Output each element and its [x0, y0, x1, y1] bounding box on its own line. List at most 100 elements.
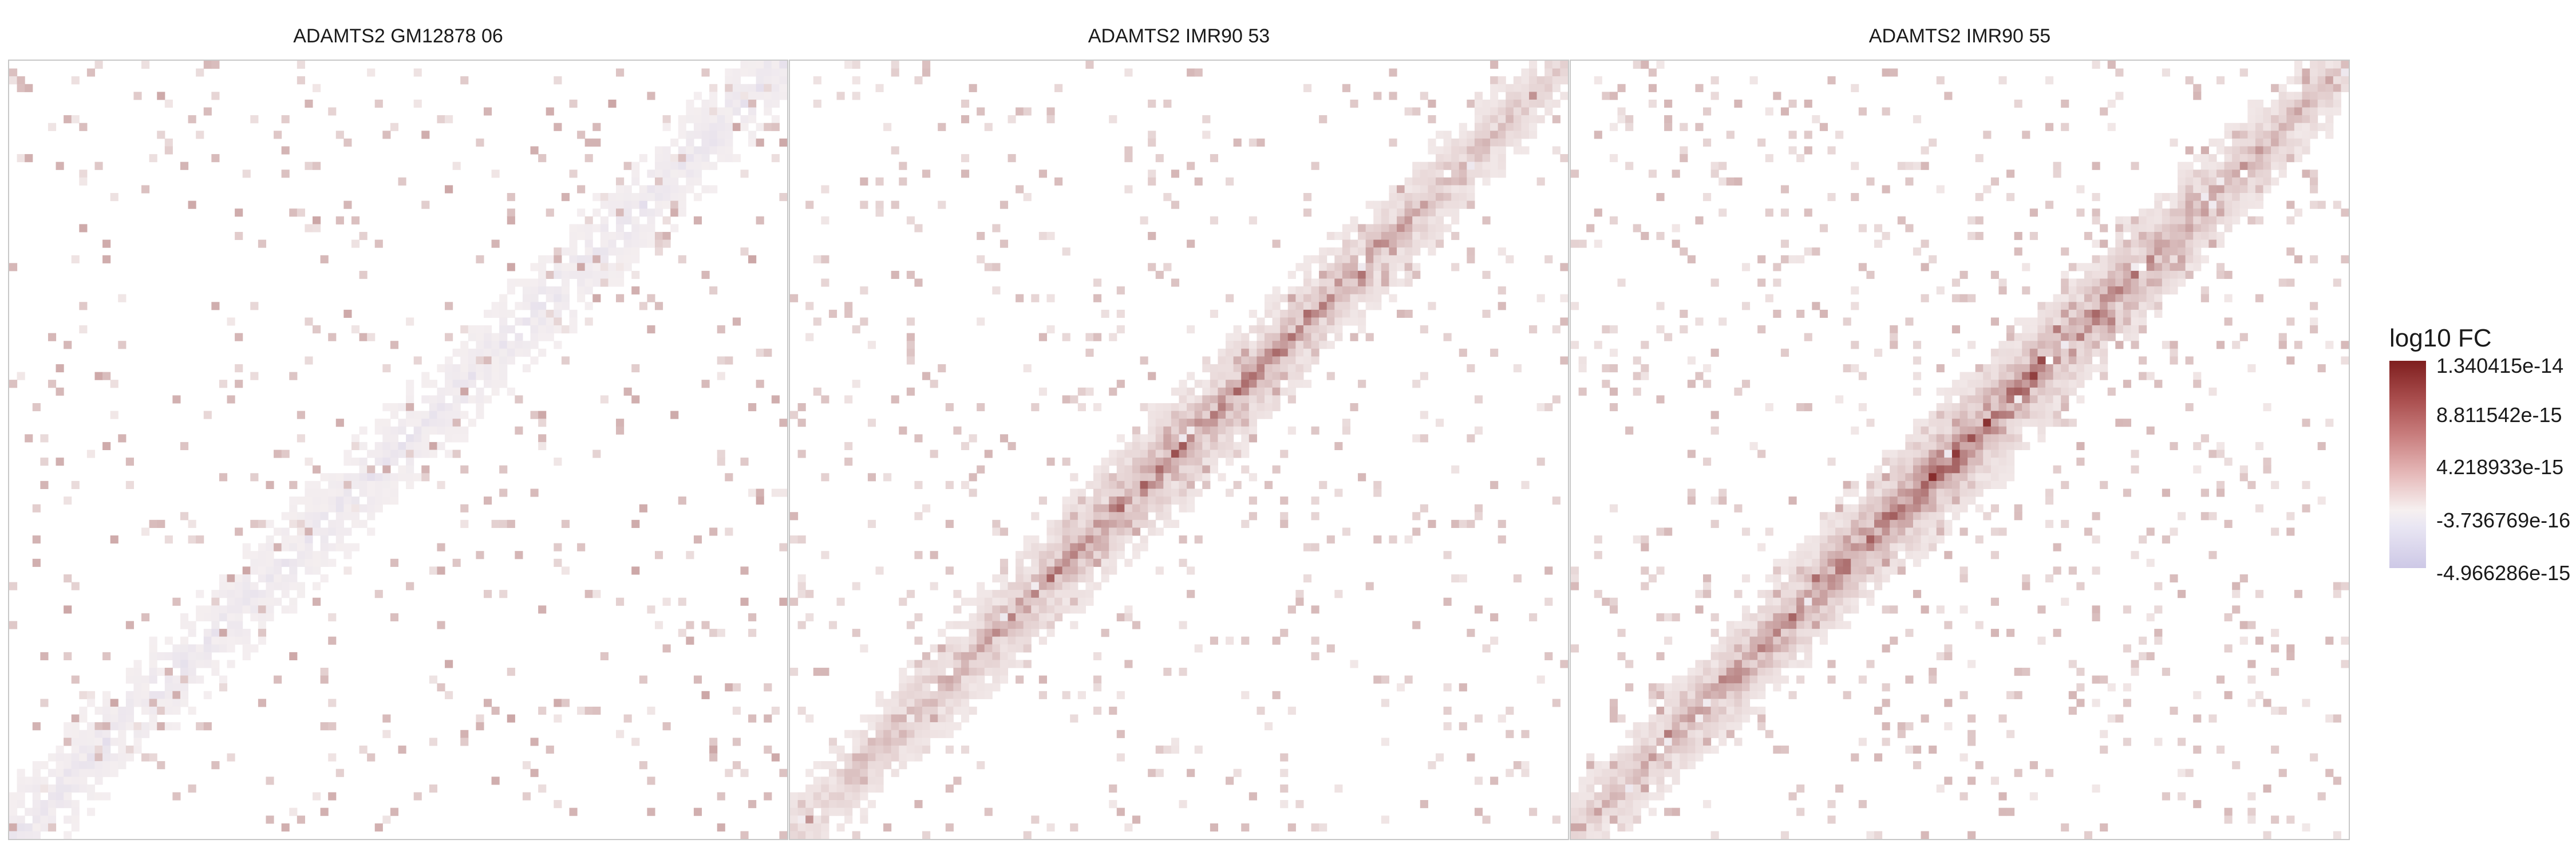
heatmap-cell	[382, 497, 391, 505]
heatmap-cell	[1358, 239, 1366, 248]
heatmap-cell	[1482, 107, 1491, 116]
heatmap-cell	[1882, 504, 1890, 513]
heatmap-cell	[1718, 660, 1727, 668]
heatmap-cell	[1077, 597, 1086, 606]
heatmap-cell	[891, 395, 899, 404]
heatmap-cell	[828, 621, 837, 629]
heatmap-cell	[1163, 519, 1172, 528]
heatmap-cell	[157, 668, 165, 676]
heatmap-cell	[1998, 286, 2007, 295]
heatmap-cell	[2053, 294, 2061, 302]
heatmap-cell	[1835, 613, 1844, 622]
heatmap-cell	[1609, 325, 1618, 334]
heatmap-cell	[1397, 247, 1405, 256]
heatmap-cell	[2333, 68, 2341, 77]
heatmap-cell	[999, 590, 1009, 598]
heatmap-cell	[1202, 458, 1211, 466]
heatmap-cell	[235, 636, 243, 645]
heatmap-cell	[1656, 527, 1665, 536]
heatmap-cell	[157, 131, 165, 139]
heatmap-cell	[1046, 325, 1055, 334]
heatmap-cell	[1890, 566, 1898, 575]
heatmap-cell	[1513, 99, 1522, 108]
heatmap-cell	[1171, 519, 1180, 528]
heatmap-cell	[844, 302, 853, 310]
heatmap-cell	[1998, 356, 2007, 365]
heatmap-cell	[313, 216, 321, 224]
heatmap-cell	[2286, 92, 2295, 100]
heatmap-cell	[631, 519, 640, 528]
heatmap-cell	[1241, 333, 1250, 341]
heatmap-cell	[1474, 99, 1483, 108]
heatmap-cell	[1272, 317, 1281, 326]
heatmap-cell	[102, 239, 111, 248]
heatmap-cell	[2100, 309, 2108, 318]
heatmap-cell	[1116, 512, 1125, 521]
heatmap-cell	[906, 675, 915, 684]
heatmap-cell	[1085, 61, 1094, 69]
heatmap-cell	[608, 247, 617, 256]
heatmap-cell	[2084, 333, 2093, 341]
heatmap-cell	[2076, 442, 2085, 451]
heatmap-cell	[2107, 387, 2116, 396]
heatmap-cell	[1046, 527, 1055, 536]
heatmap-cell	[1975, 535, 1984, 544]
heatmap-cell	[938, 629, 946, 637]
heatmap-cell	[2185, 200, 2194, 209]
heatmap-cell	[9, 263, 18, 271]
heatmap-cell	[1420, 170, 1428, 178]
heatmap-cell	[938, 200, 946, 209]
heatmap-cell	[554, 699, 562, 707]
heatmap-cell	[71, 738, 80, 746]
heatmap-cell	[1936, 652, 1945, 660]
heatmap-cell	[1897, 497, 1906, 505]
heatmap-cell	[2294, 590, 2303, 598]
heatmap-cell	[639, 504, 647, 513]
heatmap-cell	[2216, 231, 2225, 241]
heatmap-cell	[725, 683, 733, 692]
heatmap-cell	[1435, 419, 1444, 427]
heatmap-cell	[899, 426, 907, 435]
heatmap-cell	[9, 823, 18, 832]
heatmap-cell	[1734, 590, 1743, 598]
heatmap-cell	[1210, 372, 1218, 380]
heatmap-cell	[969, 636, 977, 645]
heatmap-cell	[852, 380, 860, 388]
heatmap-cell	[1389, 263, 1397, 271]
heatmap-cell	[1921, 442, 1929, 451]
heatmap-cell	[561, 247, 570, 256]
heatmap-cell	[1280, 356, 1289, 365]
heatmap-cell	[1609, 504, 1618, 513]
heatmap-cell	[56, 784, 64, 793]
heatmap-cell	[1038, 621, 1048, 629]
heatmap-cell	[305, 480, 313, 489]
heatmap-cell	[1874, 574, 1883, 583]
heatmap-cell	[1467, 519, 1475, 528]
heatmap-cell	[468, 348, 476, 357]
heatmap-cell	[1521, 76, 1530, 85]
heatmap-cell	[71, 761, 80, 770]
heatmap-cell	[1506, 115, 1514, 124]
heatmap-cell	[1241, 356, 1250, 365]
heatmap-cell	[1843, 512, 1851, 521]
heatmap-cell	[899, 738, 907, 746]
heatmap-cell	[1967, 488, 1976, 497]
heatmap-cell	[1008, 621, 1016, 629]
heatmap-cell	[922, 730, 931, 738]
heatmap-cell	[235, 582, 243, 590]
heatmap-cell	[906, 216, 915, 224]
heatmap-cell	[188, 660, 196, 668]
heatmap-cell	[592, 208, 601, 217]
heatmap-cell	[2014, 411, 2022, 419]
heatmap-cell	[1226, 177, 1234, 186]
heatmap-cell	[1038, 590, 1048, 598]
heatmap-cell	[790, 668, 799, 676]
heatmap-cell	[717, 107, 725, 116]
heatmap-cell	[2107, 309, 2116, 318]
heatmap-cell	[374, 504, 383, 513]
heatmap-cell	[1062, 590, 1070, 598]
heatmap-cell	[654, 200, 663, 209]
heatmap-cell	[172, 395, 181, 404]
heatmap-cell	[748, 138, 757, 147]
heatmap-cell	[764, 123, 772, 131]
